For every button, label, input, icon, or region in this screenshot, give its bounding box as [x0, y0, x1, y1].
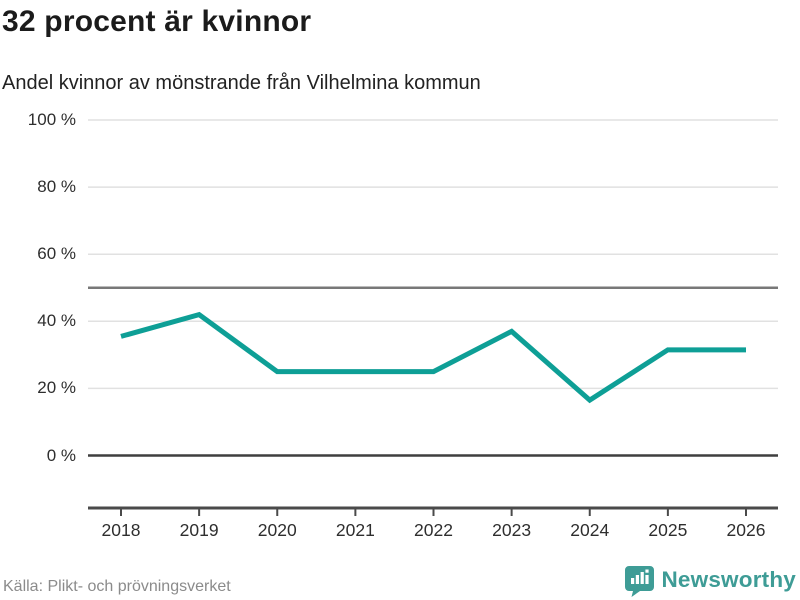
x-tick-label: 2018 [101, 520, 141, 540]
x-tick-label: 2023 [492, 520, 532, 540]
newsworthy-logo: Newsworthy [624, 563, 796, 597]
x-tick-label: 2026 [726, 520, 766, 540]
x-tick-label: 2020 [257, 520, 297, 540]
y-tick-label: 40 % [37, 311, 76, 331]
x-tick-label: 2021 [335, 520, 375, 540]
y-tick-label: 100 % [27, 110, 76, 129]
x-tick-label: 2019 [179, 520, 219, 540]
mini-bar-chart-icon [631, 569, 650, 584]
source-attribution: Källa: Plikt- och prövningsverket [3, 578, 231, 595]
y-tick-label: 0 % [46, 445, 76, 465]
x-tick-label: 2022 [414, 520, 453, 540]
page-title: 32 procent är kvinnor [2, 5, 312, 38]
newsworthy-logo-text: Newsworthy [661, 567, 796, 592]
x-tick-label: 2025 [648, 520, 688, 540]
chart-subtitle: Andel kvinnor av mönstrande från Vilhelm… [2, 72, 481, 94]
y-tick-label: 80 % [37, 177, 76, 197]
x-tick-label: 2024 [570, 520, 610, 540]
y-tick-label: 20 % [37, 378, 76, 398]
newsworthy-logo-icon [625, 565, 655, 597]
y-tick-label: 60 % [37, 244, 76, 264]
data-line [120, 311, 746, 404]
